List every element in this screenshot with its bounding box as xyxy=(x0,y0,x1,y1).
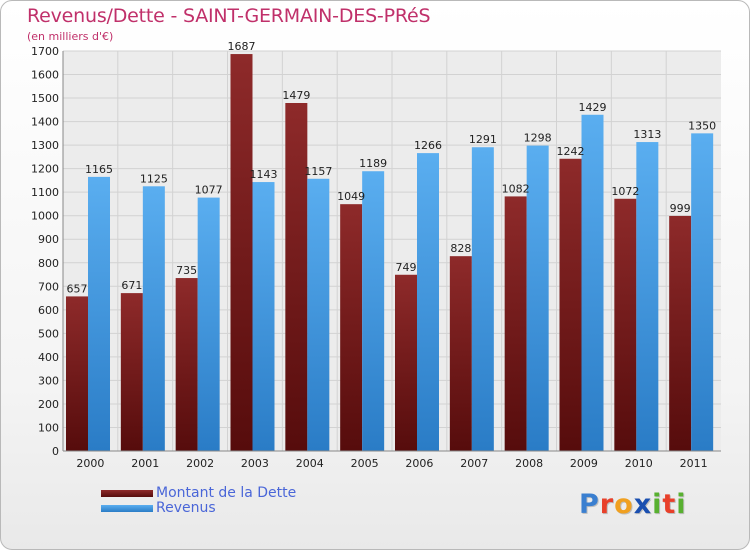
data-label-dette: 671 xyxy=(121,279,142,292)
data-label-revenus: 1313 xyxy=(633,128,661,141)
data-label-revenus: 1143 xyxy=(250,168,278,181)
chart-title: Revenus/Dette - SAINT-GERMAIN-DES-PRéS xyxy=(27,5,431,27)
bar-dette xyxy=(340,204,363,451)
bar-dette xyxy=(230,54,253,451)
logo-letter: r xyxy=(599,489,615,520)
data-label-revenus: 1165 xyxy=(85,163,113,176)
data-label-revenus: 1291 xyxy=(469,133,497,146)
chart-subtitle: (en milliers d'€) xyxy=(27,30,114,43)
data-label-revenus: 1189 xyxy=(359,157,387,170)
logo-letter: i xyxy=(676,489,687,520)
data-label-dette: 735 xyxy=(176,264,197,277)
bar-dette xyxy=(614,198,637,451)
y-tick-label: 1500 xyxy=(31,92,59,105)
x-tick-label: 2001 xyxy=(131,457,159,470)
bar-revenus xyxy=(526,145,549,451)
bar-dette xyxy=(285,103,308,451)
y-tick-label: 600 xyxy=(38,304,59,317)
data-label-dette: 1082 xyxy=(502,182,530,195)
data-label-revenus: 1429 xyxy=(579,101,607,114)
data-label-revenus: 1157 xyxy=(304,165,332,178)
x-tick-label: 2008 xyxy=(515,457,543,470)
data-label-revenus: 1266 xyxy=(414,139,442,152)
bar-revenus xyxy=(142,186,165,451)
data-label-dette: 828 xyxy=(450,242,471,255)
data-label-dette: 749 xyxy=(396,261,417,274)
data-label-dette: 1049 xyxy=(337,190,365,203)
bar-dette xyxy=(559,158,582,451)
data-label-revenus: 1125 xyxy=(140,172,168,185)
data-label-revenus: 1077 xyxy=(195,184,223,197)
bar-dette xyxy=(175,278,198,451)
y-tick-label: 900 xyxy=(38,233,59,246)
logo-letter: x xyxy=(633,489,653,520)
x-tick-label: 2003 xyxy=(241,457,269,470)
data-label-dette: 657 xyxy=(67,282,88,295)
y-tick-label: 800 xyxy=(38,257,59,270)
y-tick-label: 400 xyxy=(38,351,59,364)
x-tick-label: 2011 xyxy=(680,457,708,470)
data-label-dette: 1072 xyxy=(611,185,639,198)
x-tick-label: 2009 xyxy=(570,457,598,470)
x-tick-label: 2007 xyxy=(460,457,488,470)
bar-revenus xyxy=(88,176,110,451)
data-label-revenus: 1350 xyxy=(688,119,716,132)
y-tick-label: 1100 xyxy=(31,186,59,199)
bar-dette xyxy=(120,293,143,451)
logo-letter: i xyxy=(652,489,663,520)
y-tick-label: 1000 xyxy=(31,210,59,223)
y-tick-label: 500 xyxy=(38,327,59,340)
y-tick-label: 1600 xyxy=(31,69,59,82)
data-label-dette: 1242 xyxy=(557,145,585,158)
bar-revenus xyxy=(417,153,439,451)
logo-letter: P xyxy=(579,489,600,520)
bar-dette xyxy=(669,215,692,451)
data-label-dette: 999 xyxy=(670,202,691,215)
x-tick-label: 2005 xyxy=(351,457,379,470)
bar-revenus xyxy=(691,133,714,451)
legend-swatch-revenus xyxy=(101,505,153,512)
data-label-dette: 1687 xyxy=(228,40,256,53)
y-tick-label: 1300 xyxy=(31,139,59,152)
bar-revenus xyxy=(252,182,275,451)
bar-dette xyxy=(449,256,472,451)
x-tick-label: 2006 xyxy=(405,457,433,470)
bar-revenus xyxy=(471,147,494,451)
bar-revenus xyxy=(581,114,604,451)
x-tick-label: 2002 xyxy=(186,457,214,470)
bar-revenus xyxy=(636,142,659,451)
bar-revenus xyxy=(362,171,385,451)
proxiti-logo: Proxiti xyxy=(579,489,687,520)
logo-letter: t xyxy=(662,489,677,520)
legend-label-dette: Montant de la Dette xyxy=(156,485,297,501)
legend-label-revenus: Revenus xyxy=(156,500,216,516)
bar-dette xyxy=(504,196,527,451)
bar-dette xyxy=(395,274,417,451)
x-tick-label: 2004 xyxy=(296,457,324,470)
y-tick-label: 300 xyxy=(38,374,59,387)
bar-dette xyxy=(66,296,88,451)
x-tick-label: 2010 xyxy=(625,457,653,470)
y-tick-label: 0 xyxy=(52,445,59,458)
bar-revenus xyxy=(197,197,220,451)
logo-letter: o xyxy=(614,489,634,520)
y-tick-label: 200 xyxy=(38,398,59,411)
y-tick-label: 100 xyxy=(38,421,59,434)
data-label-dette: 1479 xyxy=(282,89,310,102)
bar-revenus xyxy=(307,178,330,451)
legend-swatch-dette xyxy=(101,490,153,497)
y-tick-label: 1700 xyxy=(31,45,59,58)
y-tick-label: 700 xyxy=(38,280,59,293)
y-tick-label: 1400 xyxy=(31,116,59,129)
data-label-revenus: 1298 xyxy=(524,132,552,145)
x-tick-label: 2000 xyxy=(76,457,104,470)
y-tick-label: 1200 xyxy=(31,163,59,176)
